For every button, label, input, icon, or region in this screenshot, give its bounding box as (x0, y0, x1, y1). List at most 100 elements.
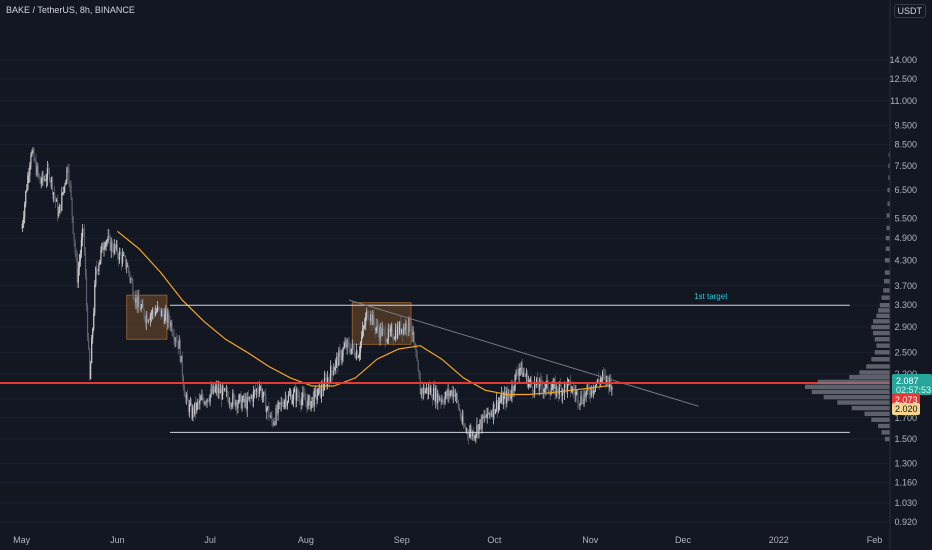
candle-body (292, 392, 295, 400)
candle-body (206, 399, 208, 403)
candle-body (450, 390, 452, 394)
candle-body (197, 402, 199, 404)
price-tick-label: 4.900 (894, 233, 917, 243)
time-tick-label: 2022 (769, 535, 789, 545)
candle-body (476, 425, 478, 434)
candle-body (113, 244, 115, 254)
time-axis[interactable]: May Jun Jul Aug Sep Oct Nov Dec 2022 Feb (13, 535, 882, 545)
candle-body (341, 356, 343, 360)
candle-body (133, 295, 135, 300)
moving-average (117, 230, 612, 396)
candle-body (312, 397, 314, 407)
candle-body (142, 303, 144, 310)
candle-body (316, 395, 318, 400)
candle-body (440, 399, 442, 402)
candle-body (282, 405, 284, 408)
candle-body (204, 402, 206, 405)
candle-body (332, 370, 334, 375)
candle-body (373, 314, 375, 324)
candle-body (35, 160, 37, 175)
candle-body (538, 387, 540, 390)
candle-body (478, 424, 480, 435)
descending-trendline (349, 299, 699, 407)
candle-body (45, 179, 47, 182)
candle-body (242, 395, 244, 401)
candle-body (96, 267, 98, 270)
volume-profile-bar (805, 384, 890, 390)
grid (0, 59, 890, 523)
candle-body (350, 348, 352, 354)
candle-body (253, 390, 256, 392)
candle-body (73, 232, 75, 243)
candle-body (441, 400, 443, 402)
candle-body (377, 325, 379, 331)
candle-body (384, 329, 386, 342)
candle-body (291, 399, 294, 404)
volume-profile-bar (884, 270, 890, 275)
candle-body (479, 419, 481, 425)
volume-profile-bar (864, 411, 890, 417)
candle-body (600, 378, 603, 380)
candle-body (434, 387, 436, 402)
drawing-lines[interactable]: 1st target (0, 292, 890, 433)
candle-body (454, 395, 456, 397)
candle-body (134, 299, 136, 303)
candle-body (179, 340, 181, 363)
candle-body (381, 328, 383, 336)
candle-body (118, 251, 121, 260)
candle-body (147, 319, 149, 322)
symbol-title[interactable]: BAKE / TetherUS, 8h, BINANCE (6, 5, 135, 15)
candle-body (196, 403, 198, 412)
volume-profile-bar (817, 379, 890, 385)
candle-body (447, 389, 449, 397)
candle-body (47, 167, 50, 171)
candle-body (222, 386, 225, 390)
candle-body (93, 313, 95, 329)
candle-body (334, 367, 336, 371)
candle-body (247, 396, 249, 400)
candle-body (174, 338, 176, 340)
candle-body (417, 361, 419, 371)
volume-profile-bar (888, 163, 890, 169)
candle-body (415, 348, 417, 357)
candle-body (305, 400, 307, 402)
candle-body (232, 393, 234, 405)
candle-body (274, 422, 276, 425)
currency-badge[interactable]: USDT (893, 4, 926, 18)
candle-body (406, 323, 408, 332)
candle-body (31, 151, 33, 156)
candle-body (359, 342, 362, 353)
candle-body (32, 150, 34, 152)
candle-body (22, 223, 24, 229)
candle-body (370, 314, 372, 321)
candle-body (173, 335, 175, 340)
candle-body (298, 395, 300, 398)
candle-body (231, 404, 233, 407)
candle-body (248, 396, 250, 400)
candle-body (474, 436, 476, 439)
candle-body (69, 183, 71, 186)
candle-body (513, 389, 515, 391)
candle-body (571, 390, 573, 392)
candle-body (184, 396, 187, 398)
candle-body (112, 249, 114, 254)
candle-body (189, 403, 192, 405)
candle-body (493, 403, 496, 414)
candle-body (99, 259, 101, 265)
candle-body (407, 331, 409, 333)
candle-body (308, 396, 310, 399)
candle-body (408, 317, 410, 332)
candle-body (327, 377, 330, 379)
candle-body (26, 189, 28, 192)
candle-body (83, 228, 86, 253)
candle-body (389, 329, 392, 333)
volume-profile-bar (837, 400, 890, 405)
candle-body (383, 328, 385, 330)
candle-body (85, 275, 88, 306)
candle-body (140, 306, 142, 311)
candle-body (57, 199, 59, 217)
candle-body (413, 331, 415, 344)
target-annotation: 1st target (694, 292, 728, 301)
